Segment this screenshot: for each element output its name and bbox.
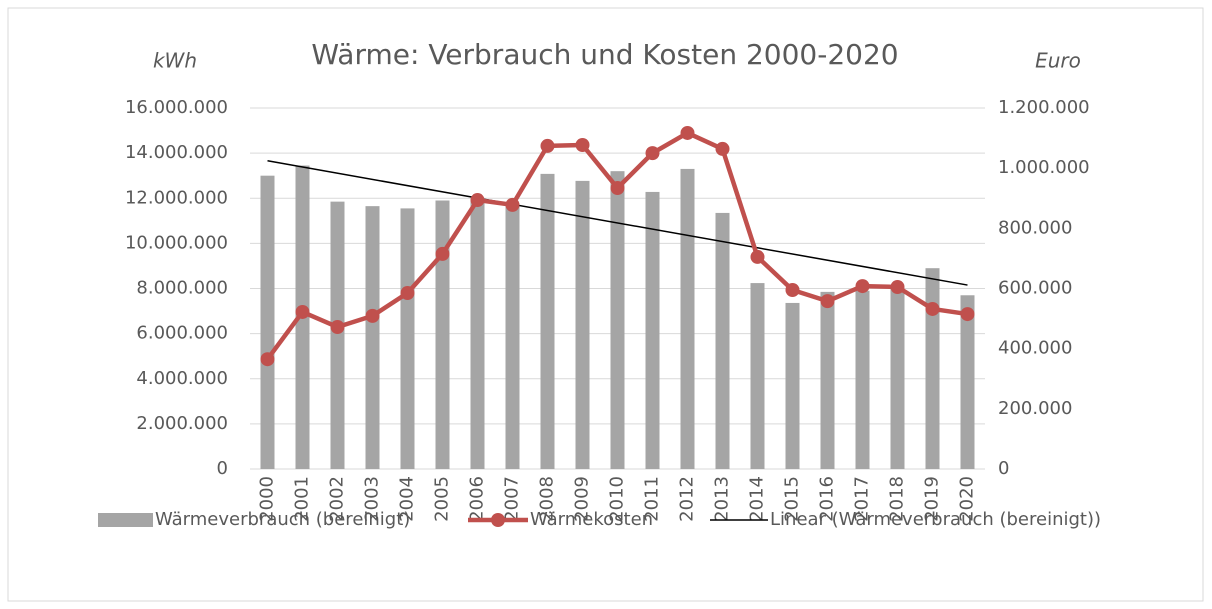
legend-swatch <box>98 513 153 527</box>
line-marker <box>925 301 940 316</box>
line-marker <box>400 286 415 301</box>
y2-tick-label: 1.200.000 <box>998 97 1090 118</box>
y2-tick-label: 0 <box>998 458 1009 479</box>
legend-label: Wärmekosten <box>530 509 653 530</box>
line-marker <box>330 320 345 335</box>
legend-swatch <box>491 513 505 527</box>
y2-tick-label: 600.000 <box>998 278 1072 299</box>
bar <box>365 206 380 469</box>
x-tick-label: 2017 <box>852 476 873 522</box>
line-marker <box>820 294 835 309</box>
y2-tick-label: 1.000.000 <box>998 157 1090 178</box>
bar <box>855 290 870 469</box>
x-tick-label: 2002 <box>327 476 348 522</box>
bar <box>750 283 765 469</box>
line-marker <box>715 141 730 156</box>
bar <box>260 175 275 469</box>
y-tick-label: 12.000.000 <box>125 187 228 208</box>
x-tick-label: 2001 <box>292 476 313 522</box>
bar <box>715 212 730 469</box>
line-marker <box>855 279 870 294</box>
chart-title: Wärme: Verbrauch und Kosten 2000-2020 <box>311 38 898 71</box>
x-tick-label: 2013 <box>712 476 733 522</box>
x-tick-label: 2011 <box>642 476 663 522</box>
y-tick-label: 8.000.000 <box>136 278 228 299</box>
x-tick-label: 2006 <box>467 476 488 522</box>
bar <box>470 198 485 469</box>
line-marker <box>260 352 275 367</box>
line-marker <box>435 246 450 261</box>
x-tick-label: 2003 <box>362 476 383 522</box>
x-tick-label: 2007 <box>502 476 523 522</box>
bar <box>400 208 415 469</box>
y2-tick-label: 200.000 <box>998 398 1072 419</box>
trend-line <box>267 160 968 286</box>
x-tick-label: 2015 <box>782 476 803 522</box>
y2-axis-label: Euro <box>1035 49 1081 73</box>
bar <box>820 291 835 469</box>
bar <box>680 168 695 469</box>
line-marker <box>645 146 660 161</box>
line-marker <box>610 181 625 196</box>
x-tick-label: 2000 <box>257 476 278 522</box>
line-marker <box>680 125 695 140</box>
bar <box>785 302 800 469</box>
y2-tick-label: 800.000 <box>998 217 1072 238</box>
bar <box>575 180 590 469</box>
line-marker <box>505 197 520 212</box>
bar <box>435 200 450 469</box>
bar <box>505 205 520 470</box>
chart-border <box>7 7 1204 602</box>
bar <box>540 173 555 469</box>
bar <box>960 295 975 469</box>
legend-label: Wärmeverbrauch (bereinigt) <box>155 509 410 530</box>
y-axis-label: kWh <box>153 49 197 73</box>
x-tick-label: 2010 <box>607 476 628 522</box>
line-marker <box>365 308 380 323</box>
line-marker <box>785 283 800 298</box>
x-tick-label: 2019 <box>922 476 943 522</box>
legend-label: Linear (Wärmeverbrauch (bereinigt)) <box>770 509 1101 530</box>
y-tick-label: 10.000.000 <box>125 232 228 253</box>
line-marker <box>960 307 975 322</box>
line-marker <box>575 138 590 153</box>
x-tick-label: 2004 <box>397 476 418 522</box>
y-tick-label: 0 <box>217 458 228 479</box>
line-marker <box>890 279 905 294</box>
x-tick-label: 2016 <box>817 476 838 522</box>
bar <box>330 201 345 469</box>
x-tick-label: 2014 <box>747 476 768 522</box>
bar <box>925 268 940 469</box>
x-tick-label: 2005 <box>432 476 453 522</box>
bar <box>610 171 625 470</box>
line-marker <box>470 193 485 208</box>
x-tick-label: 2009 <box>572 476 593 522</box>
y-tick-label: 2.000.000 <box>136 413 228 434</box>
x-tick-label: 2012 <box>677 476 698 522</box>
bar <box>890 288 905 469</box>
y-tick-label: 14.000.000 <box>125 142 228 163</box>
y-tick-label: 4.000.000 <box>136 368 228 389</box>
line-marker <box>295 304 310 319</box>
bar <box>645 191 660 469</box>
y-tick-label: 6.000.000 <box>136 323 228 344</box>
y-tick-label: 16.000.000 <box>125 97 228 118</box>
x-tick-label: 2020 <box>957 476 978 522</box>
y2-tick-label: 400.000 <box>998 338 1072 359</box>
x-tick-label: 2008 <box>537 476 558 522</box>
line-marker <box>540 138 555 153</box>
x-tick-label: 2018 <box>887 476 908 522</box>
line-marker <box>750 249 765 264</box>
